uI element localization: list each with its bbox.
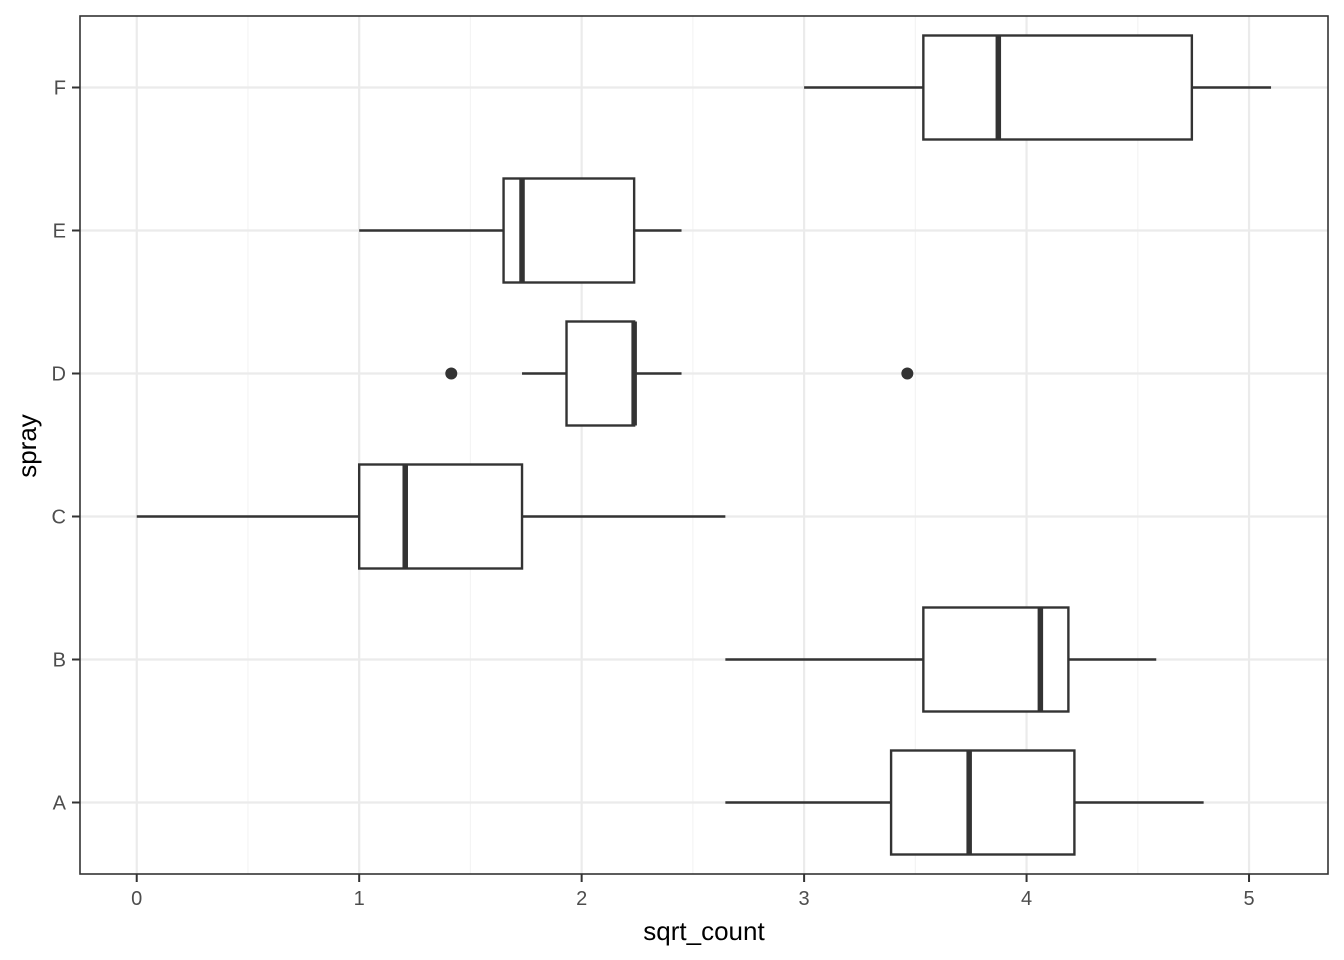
- box-c: [136, 463, 726, 570]
- y-axis-title: spray: [12, 414, 42, 478]
- box-b: [725, 606, 1157, 713]
- box-a: [725, 749, 1204, 856]
- y-tick-label: B: [53, 650, 66, 672]
- boxplot-marks: [136, 34, 1272, 856]
- axis-ticks: [72, 86, 1251, 882]
- box-iqr: [922, 34, 1194, 141]
- panel-border: [79, 15, 1329, 875]
- box-iqr: [565, 320, 636, 427]
- y-tick-label: A: [53, 793, 67, 815]
- box-iqr: [357, 463, 524, 570]
- x-tick-label: 2: [576, 888, 587, 910]
- x-tick-label: 5: [1243, 888, 1254, 910]
- x-tick-label: 0: [131, 888, 142, 910]
- y-tick-label: E: [53, 221, 66, 243]
- y-tick-label: D: [52, 364, 66, 386]
- x-tick-label: 1: [354, 888, 365, 910]
- box-e: [359, 177, 682, 284]
- box-iqr: [889, 749, 1076, 856]
- outlier-point: [901, 367, 914, 380]
- outlier-point: [445, 367, 458, 380]
- box-iqr: [502, 177, 636, 284]
- grid-lines: [80, 16, 1328, 874]
- box-d: [445, 320, 914, 427]
- tick-labels: 0 1 2 3 4 5 A B C D E F: [52, 78, 1255, 911]
- box-f: [804, 34, 1272, 141]
- y-tick-label: F: [54, 78, 66, 100]
- x-tick-label: 3: [799, 888, 810, 910]
- y-tick-label: C: [52, 507, 66, 529]
- box-iqr: [922, 606, 1070, 713]
- x-axis-title: sqrt_count: [643, 916, 765, 946]
- x-tick-label: 4: [1021, 888, 1032, 910]
